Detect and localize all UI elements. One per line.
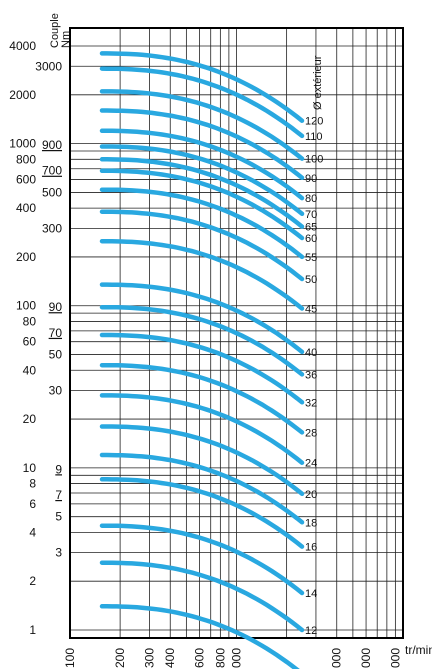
diameter-label: 70 xyxy=(305,209,317,221)
x-tick-label: 000 xyxy=(230,648,244,668)
y-tick-label: 300 xyxy=(42,221,62,235)
curve-d60 xyxy=(99,168,305,241)
series-title: Ø extérieur xyxy=(312,55,324,110)
y-tick-label: 5 xyxy=(55,510,62,524)
y-tick-label: 8 xyxy=(29,477,36,491)
y-tick-label: 700 xyxy=(42,164,62,178)
curve-d16 xyxy=(99,477,305,549)
diameter-curves xyxy=(99,51,305,669)
y-tick-label: 4000 xyxy=(9,39,36,53)
y-tick-label: 20 xyxy=(23,412,37,426)
chart-border xyxy=(69,27,404,639)
curve-d100 xyxy=(99,89,305,161)
y-tick-label: 1 xyxy=(29,623,36,637)
diameter-label: 14 xyxy=(305,588,317,600)
y-tick-label: 4 xyxy=(29,525,36,539)
diameter-label: 100 xyxy=(305,154,323,166)
diameter-label: 80 xyxy=(305,193,317,205)
y-tick-label: 3 xyxy=(55,546,62,560)
x-tick-label: 100 xyxy=(63,648,77,668)
y-tick-label: 90 xyxy=(49,300,63,314)
y-axis-title-line: Couple xyxy=(49,13,61,48)
diameter-label: 45 xyxy=(305,304,317,316)
y-tick-label: 9 xyxy=(55,462,62,476)
y-tick-label: 7 xyxy=(55,488,62,502)
curve-d12 xyxy=(99,560,305,633)
y-tick-label: 800 xyxy=(16,152,36,166)
x-tick-label: 200 xyxy=(113,648,127,668)
y-tick-label: 60 xyxy=(23,335,37,349)
y-tick-label: 30 xyxy=(49,384,63,398)
y-tick-label: 6 xyxy=(29,497,36,511)
y-tick-label: 500 xyxy=(42,185,62,199)
diameter-label: 90 xyxy=(305,173,317,185)
y-tick-label: 1000 xyxy=(9,137,36,151)
y-tick-label: 80 xyxy=(23,314,37,328)
diameter-label: 28 xyxy=(305,427,317,439)
diameter-label: 50 xyxy=(305,274,317,286)
curve-d18 xyxy=(99,452,305,525)
curve-d40 xyxy=(99,282,305,355)
x-tick-label: 600 xyxy=(193,648,207,668)
x-tick-label: 000 xyxy=(359,648,373,668)
diameter-label: 32 xyxy=(305,397,317,409)
y-axis-title-line: Nm xyxy=(60,31,72,48)
chart-frame xyxy=(69,27,404,639)
curve-d70 xyxy=(99,144,305,217)
diameter-label: 16 xyxy=(305,542,317,554)
curve-d120 xyxy=(99,51,305,123)
curve-d80 xyxy=(99,128,305,201)
curve-d10 xyxy=(99,604,300,669)
curve-d32 xyxy=(99,332,305,405)
diameter-label: 110 xyxy=(305,131,323,143)
curve-d50 xyxy=(99,209,305,282)
x-tick-label: 300 xyxy=(142,648,156,668)
y-tick-label: 2 xyxy=(29,574,36,588)
curve-d90 xyxy=(99,108,305,181)
y-tick-label: 900 xyxy=(42,138,62,152)
y-tick-label: 600 xyxy=(16,173,36,187)
curve-d24 xyxy=(99,393,305,465)
x-tick-label: 800 xyxy=(213,648,227,668)
diameter-label: 120 xyxy=(305,116,323,128)
curve-d14 xyxy=(99,523,305,596)
x-tick-label: 400 xyxy=(163,648,177,668)
curve-d28 xyxy=(99,362,305,435)
diameter-label: 24 xyxy=(305,458,317,470)
y-tick-label: 3000 xyxy=(35,59,62,73)
diameter-label: 40 xyxy=(305,347,317,359)
y-tick-labels: 1 2 3 4 5 6 8 9 7 10 20 30 40 50 60 80 90 70 100 200 300 400 5… xyxy=(9,39,62,637)
y-tick-label: 50 xyxy=(49,348,63,362)
curve-d110 xyxy=(99,66,305,139)
x-tick-label: 000 xyxy=(388,648,402,668)
diameter-label: 20 xyxy=(305,489,317,501)
chart-grid xyxy=(69,28,404,638)
y-tick-label: 2000 xyxy=(9,88,36,102)
curve-d36 xyxy=(99,304,305,377)
y-tick-label: 70 xyxy=(49,326,63,340)
y-tick-label: 400 xyxy=(16,201,36,215)
x-tick-labels: 100 200 300 400 600 800 000 000 000 000 xyxy=(63,648,402,668)
curve-d45 xyxy=(99,238,305,311)
curve-d65 xyxy=(99,157,305,229)
x-tick-label: 000 xyxy=(330,648,344,668)
y-tick-label: 40 xyxy=(23,363,37,377)
diameter-label: 55 xyxy=(305,252,317,264)
y-tick-label: 10 xyxy=(23,461,37,475)
curve-d55 xyxy=(99,187,305,260)
x-axis-title: tr/min xyxy=(405,643,432,657)
diameter-label: 36 xyxy=(305,369,317,381)
diameter-label: 65 xyxy=(305,222,317,234)
y-tick-label: 100 xyxy=(16,299,36,313)
y-tick-label: 200 xyxy=(16,250,36,264)
diameter-label: 60 xyxy=(305,233,317,245)
y-axis-title: CoupleNm xyxy=(49,13,72,48)
diameter-label: 18 xyxy=(305,517,317,529)
diameter-label: 12 xyxy=(305,625,317,637)
curve-d20 xyxy=(99,424,305,497)
